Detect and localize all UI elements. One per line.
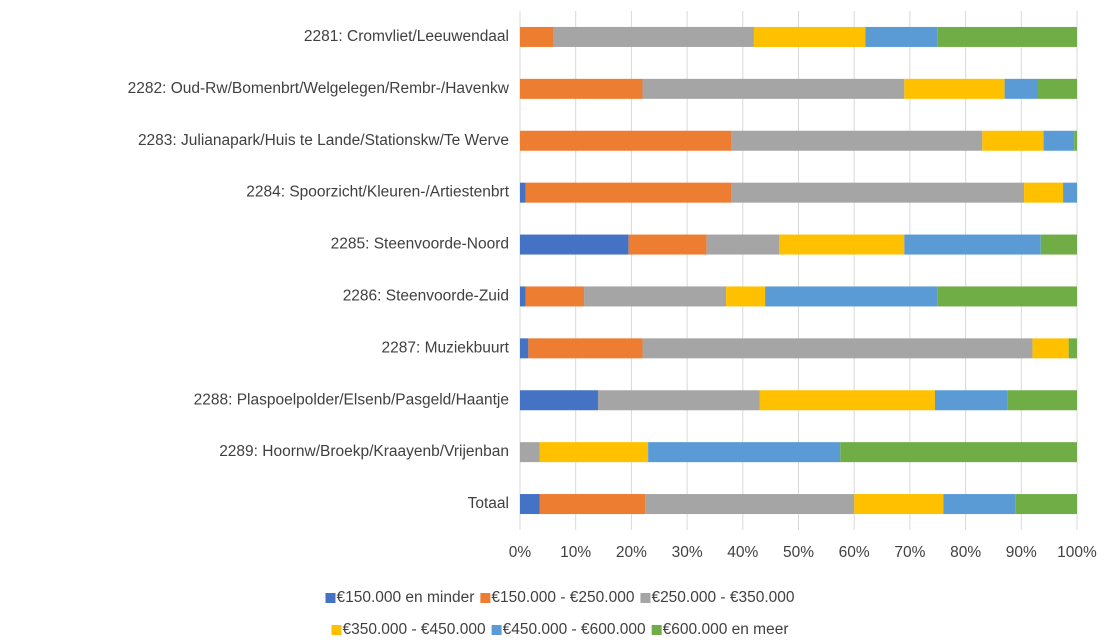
bar-segment [648, 442, 841, 463]
bar-segment [1007, 390, 1077, 411]
legend-label: €600.000 en meer [663, 621, 789, 638]
bar-segment [520, 26, 554, 47]
bar-segment [525, 182, 732, 203]
x-tick-label: 0% [509, 544, 532, 561]
legend-swatch [331, 625, 342, 635]
bar-segment [642, 338, 1033, 359]
bar-segment [1074, 130, 1077, 151]
bar-segment [520, 286, 526, 307]
x-tick-label: 60% [839, 544, 870, 561]
legend-label: €150.000 - €250.000 [491, 589, 634, 606]
bar-segment [1015, 494, 1077, 515]
bar-segment [539, 442, 649, 463]
category-label: 2287: Muziekbuurt [381, 339, 509, 356]
legend-swatch [640, 593, 651, 603]
bar-segment [520, 442, 540, 463]
bar-segment [904, 234, 1041, 255]
bar-segment [645, 494, 855, 515]
category-label: 2285: Steenvoorde-Noord [331, 236, 509, 253]
bar-segment [628, 234, 707, 255]
bar-segment [937, 286, 1077, 307]
bar-segment [731, 182, 1025, 203]
x-tick-label: 20% [616, 544, 647, 561]
legend-label: €350.000 - €450.000 [343, 621, 486, 638]
bar-segment [731, 130, 983, 151]
bar-segment [982, 130, 1044, 151]
x-tick-label: 100% [1057, 544, 1097, 561]
bar-segment [1063, 182, 1077, 203]
bar-segment [1040, 234, 1077, 255]
x-tick-label: 70% [894, 544, 925, 561]
x-tick-label: 10% [560, 544, 591, 561]
bar-segment [759, 390, 935, 411]
bar-segment [1068, 338, 1077, 359]
legend-row: €350.000 - €450.000 €450.000 - €600.000 €6… [331, 621, 789, 638]
bar-segment [520, 390, 598, 411]
category-label: Totaal [468, 495, 509, 512]
bar-segment [520, 494, 540, 515]
bar-segment [520, 130, 732, 151]
bar-segment [584, 286, 727, 307]
bar-segment [1004, 78, 1039, 99]
bar-segment [597, 390, 760, 411]
bar-segment [904, 78, 1005, 99]
bar-segment [1032, 338, 1069, 359]
bar-segment [943, 494, 1016, 515]
bar-segment [528, 338, 643, 359]
bar-segment [779, 234, 905, 255]
bar-segment [706, 234, 780, 255]
bar-segment [539, 494, 646, 515]
category-label: 2284: Spoorzicht/Kleuren-/Artiestenbrt [246, 184, 509, 201]
bar-segment [765, 286, 938, 307]
bar-segment [937, 26, 1077, 47]
x-tick-label: 30% [672, 544, 703, 561]
bar-segment [854, 494, 944, 515]
x-tick-label: 80% [950, 544, 981, 561]
legend-label: €250.000 - €350.000 [651, 589, 794, 606]
bar-segment [553, 26, 754, 47]
bar-segment [1043, 130, 1075, 151]
category-label: 2286: Steenvoorde-Zuid [343, 288, 509, 305]
legend-row: €150.000 en minder €150.000 - €250.000 €25… [325, 589, 795, 606]
legend-label: €150.000 en minder [336, 589, 474, 606]
bar-segment [934, 390, 1008, 411]
category-label: 2282: Oud-Rw/Bomenbrt/Welgelegen/Rembr-/… [128, 80, 510, 97]
category-label: 2289: Hoornw/Broekp/Kraayenb/Vrijenban [219, 443, 509, 460]
category-label: 2288: Plaspoelpolder/Elsenb/Pasgeld/Haan… [194, 391, 509, 408]
bar-segment [642, 78, 905, 99]
legend-swatch [480, 593, 491, 603]
bar-segment [726, 286, 766, 307]
bar-segment [865, 26, 938, 47]
category-label: 2281: Cromvliet/Leeuwendaal [304, 28, 509, 45]
x-tick-label: 90% [1006, 544, 1037, 561]
x-tick-label: 50% [783, 544, 814, 561]
legend-label: €450.000 - €600.000 [503, 621, 646, 638]
bar-segment [840, 442, 1077, 463]
x-tick-label: 40% [727, 544, 758, 561]
bar-segment [520, 338, 529, 359]
bar-segment [1024, 182, 1064, 203]
bar-segment [520, 78, 643, 99]
bar-segment [753, 26, 866, 47]
legend-swatch [651, 625, 662, 635]
category-label: 2283: Julianapark/Huis te Lande/Stations… [138, 132, 509, 149]
bar-segment [525, 286, 585, 307]
bar-segment [520, 182, 526, 203]
legend-swatch [491, 625, 502, 635]
legend-swatch [325, 593, 336, 603]
bar-segment [1038, 78, 1077, 99]
bar-segment [520, 234, 629, 255]
